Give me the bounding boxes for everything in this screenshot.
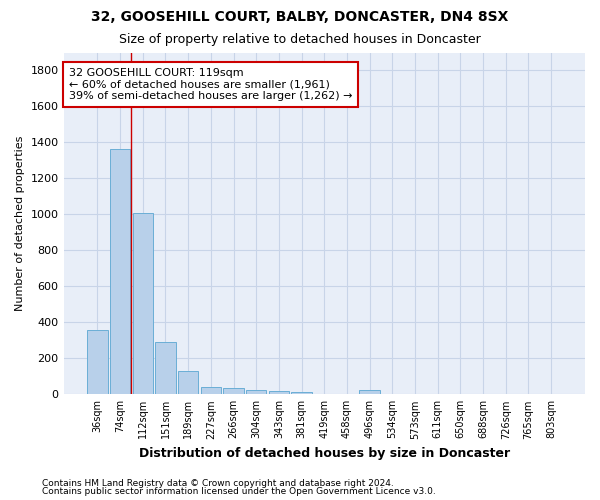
Bar xyxy=(359,390,380,394)
Bar xyxy=(223,388,244,394)
Text: Contains public sector information licensed under the Open Government Licence v3: Contains public sector information licen… xyxy=(42,487,436,496)
Bar xyxy=(110,148,130,394)
Bar xyxy=(200,386,221,394)
Text: 32 GOOSEHILL COURT: 119sqm
← 60% of detached houses are smaller (1,961)
39% of s: 32 GOOSEHILL COURT: 119sqm ← 60% of deta… xyxy=(69,68,352,101)
Y-axis label: Number of detached properties: Number of detached properties xyxy=(15,136,25,311)
Text: 32, GOOSEHILL COURT, BALBY, DONCASTER, DN4 8SX: 32, GOOSEHILL COURT, BALBY, DONCASTER, D… xyxy=(91,10,509,24)
Bar xyxy=(269,391,289,394)
Bar xyxy=(292,392,312,394)
Bar xyxy=(87,330,107,394)
X-axis label: Distribution of detached houses by size in Doncaster: Distribution of detached houses by size … xyxy=(139,447,510,460)
Bar xyxy=(246,390,266,394)
Bar xyxy=(133,212,153,394)
Text: Size of property relative to detached houses in Doncaster: Size of property relative to detached ho… xyxy=(119,32,481,46)
Text: Contains HM Land Registry data © Crown copyright and database right 2024.: Contains HM Land Registry data © Crown c… xyxy=(42,478,394,488)
Bar xyxy=(155,342,176,394)
Bar xyxy=(178,372,199,394)
